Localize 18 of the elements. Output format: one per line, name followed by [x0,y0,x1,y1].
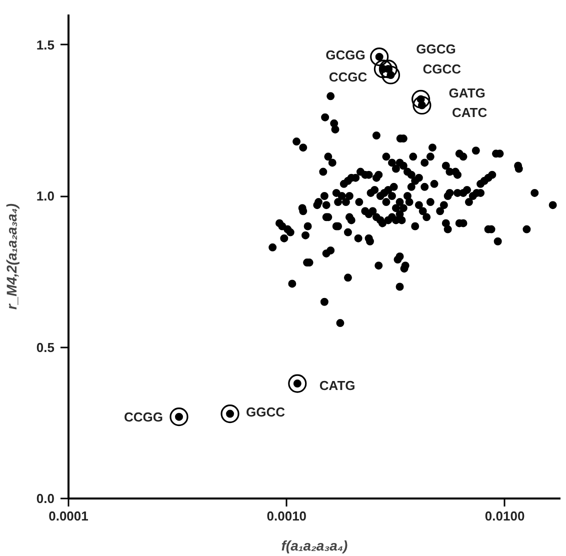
annotation: CCGG [124,409,163,424]
annotation: GGCC [246,404,286,420]
annotation: GATG [448,86,486,101]
annotation: GGCG [416,41,456,56]
y-axis-title: r_M4,2(a₁a₂a₃a₄) [3,203,20,310]
annotation: GCGG [326,47,366,62]
y-tick-label: 1.0 [36,188,55,204]
annotation: CGCC [422,62,462,76]
x-axis-title: f(a₁a₂a₃a₄) [281,538,348,554]
annotation: CATC [452,104,488,120]
y-tick-label: 1.5 [36,37,55,52]
annotation: CCGC [328,69,368,84]
x-tick-label: 0.0100 [484,508,525,524]
y-tick-label: 0.5 [36,340,55,355]
annotation: CATG [319,378,356,394]
x-tick-label: 0.0001 [48,508,88,524]
y-tick-label: 0.0 [36,491,55,506]
x-tick-label: 0.0010 [266,508,307,524]
